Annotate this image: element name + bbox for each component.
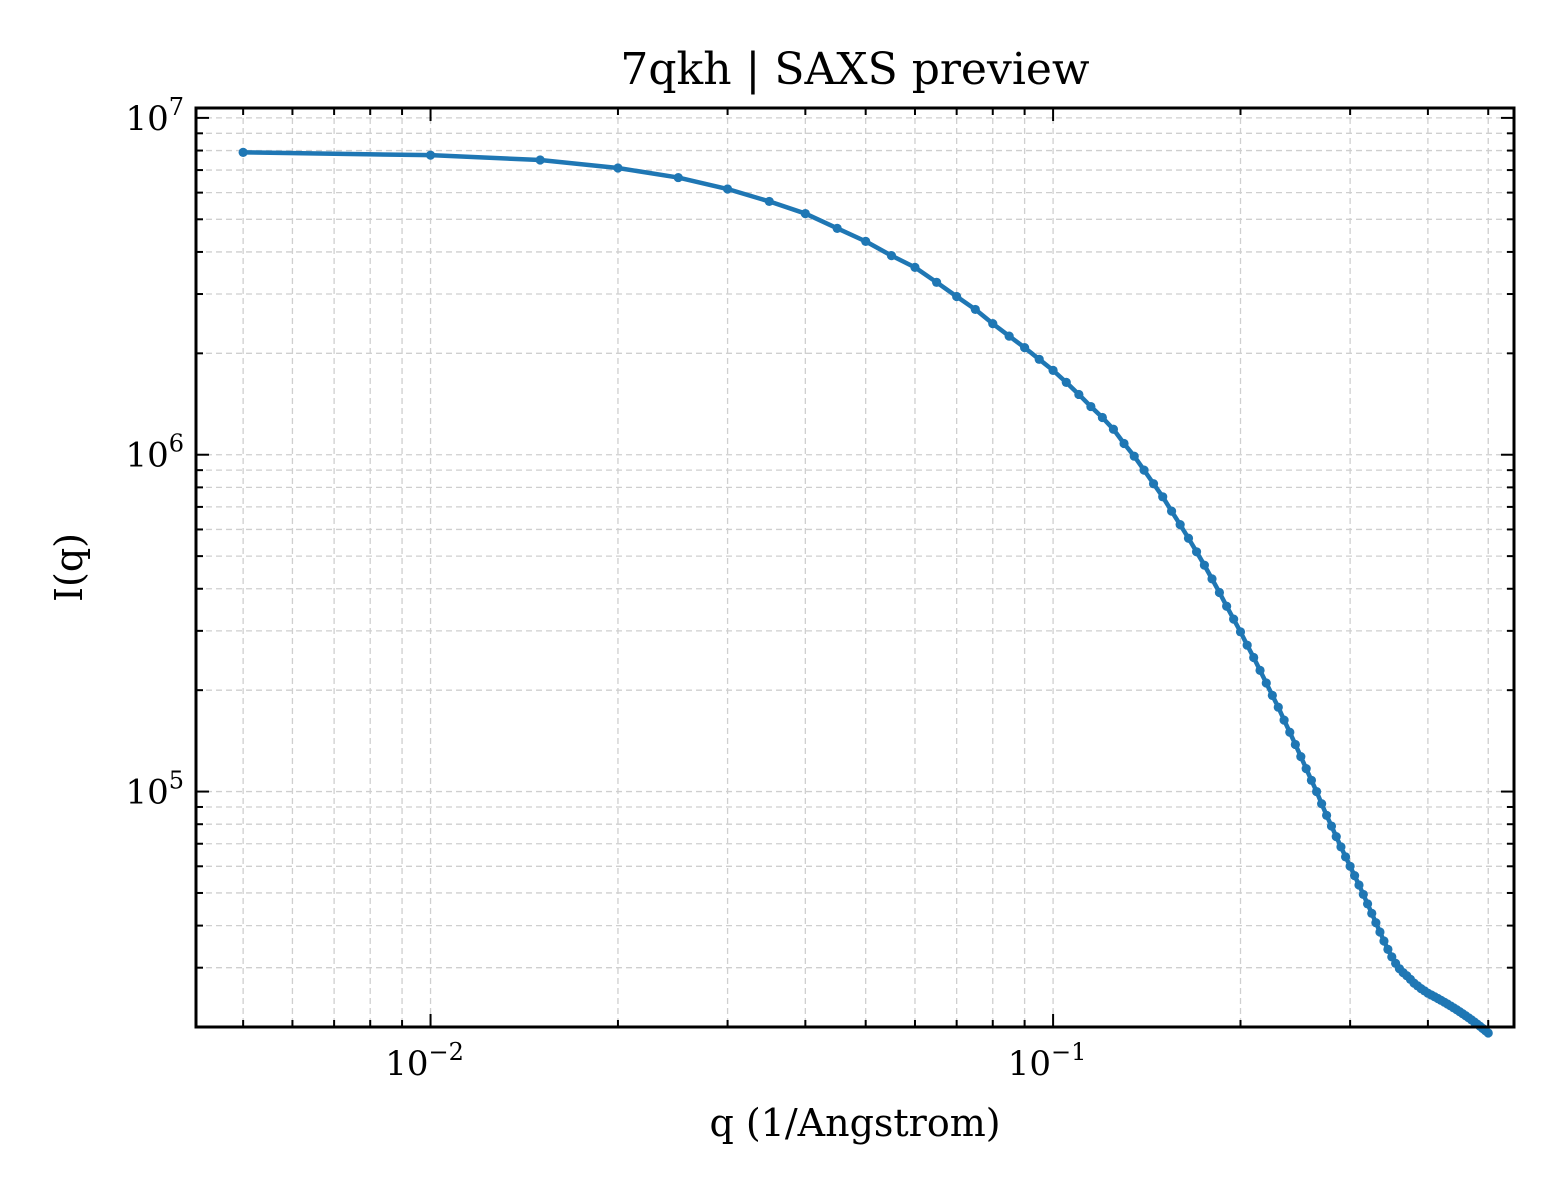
data-point: [1119, 438, 1129, 449]
data-point: [1371, 918, 1381, 928]
data-point: [1222, 601, 1232, 611]
data-point: [1175, 520, 1185, 530]
data-point: [800, 208, 810, 219]
data-point: [861, 236, 871, 246]
x-axis-label: q (1/Angstrom): [709, 1101, 1000, 1145]
data-point: [1379, 936, 1389, 946]
data-point: [1296, 752, 1306, 762]
data-point: [1345, 861, 1355, 871]
data-point: [1306, 775, 1317, 785]
data-point: [425, 150, 436, 160]
y-tick-label-base: 10: [125, 436, 168, 476]
data-point: [1358, 889, 1368, 900]
data-point: [1261, 678, 1271, 688]
data-point: [1354, 880, 1364, 890]
data-point: [1322, 810, 1332, 820]
y-tick-label-exponent: 6: [169, 430, 184, 458]
data-point: [1004, 331, 1014, 341]
data-point: [970, 304, 980, 315]
data-point: [1483, 1028, 1493, 1038]
data-point: [1340, 852, 1351, 862]
data-point: [1242, 640, 1252, 650]
data-point: [1207, 574, 1217, 584]
data-point: [1191, 547, 1202, 557]
y-tick-label-exponent: 7: [169, 93, 184, 121]
data-point: [238, 147, 248, 157]
x-tick-label-exponent: −2: [428, 1038, 463, 1066]
data-point: [1367, 908, 1377, 918]
data-point: [1166, 506, 1177, 516]
data-point: [1229, 614, 1239, 624]
data-point: [764, 196, 774, 207]
plot-frame: [194, 106, 1516, 1029]
data-point: [1074, 389, 1084, 400]
y-tick-label: 107: [125, 93, 184, 139]
data-point: [952, 291, 962, 302]
y-tick-label: 106: [125, 430, 184, 476]
data-point: [1267, 690, 1277, 700]
y-axis-label: I(q): [47, 533, 91, 602]
data-point: [1290, 739, 1300, 750]
y-tick-label: 105: [125, 767, 184, 813]
data-point: [1199, 560, 1209, 570]
x-tick-label: 10−1: [1008, 1038, 1087, 1084]
data-point: [1331, 832, 1341, 842]
data-point: [1273, 702, 1283, 712]
data-point: [1214, 587, 1225, 598]
data-point: [1048, 365, 1058, 375]
data-point: [1086, 401, 1096, 412]
data-point: [910, 262, 920, 272]
data-point: [1148, 479, 1159, 489]
data-point: [1139, 465, 1149, 475]
data-point: [1255, 665, 1265, 675]
data-point: [535, 155, 545, 165]
data-point: [722, 184, 733, 194]
data-point: [1034, 354, 1044, 364]
data-point: [1301, 764, 1311, 774]
data-point: [1108, 424, 1119, 434]
data-point: [1285, 727, 1295, 737]
y-tick-label-exponent: 5: [169, 767, 184, 795]
data-point: [613, 163, 623, 173]
data-point: [988, 319, 998, 329]
data-point: [1362, 899, 1373, 909]
data-point: [1375, 927, 1385, 937]
data-point: [1061, 377, 1071, 387]
data-point: [1235, 627, 1246, 637]
chart-title: 7qkh | SAXS preview: [620, 44, 1090, 95]
data-point: [1317, 799, 1327, 809]
x-tick-label-base: 10: [1008, 1044, 1051, 1084]
data-point: [886, 251, 897, 261]
data-point: [932, 277, 942, 287]
x-tick-label-base: 10: [385, 1044, 428, 1084]
data-point: [1326, 821, 1337, 831]
data-point: [832, 223, 842, 233]
data-point: [1279, 715, 1289, 725]
data-point: [1097, 412, 1107, 423]
data-point: [1349, 871, 1360, 881]
data-point: [1249, 652, 1259, 663]
data-point: [1311, 786, 1322, 797]
data-point: [1336, 842, 1346, 852]
data-point: [1129, 451, 1139, 461]
x-tick-label-exponent: −1: [1051, 1038, 1086, 1066]
data-point: [673, 172, 683, 183]
y-tick-label-base: 10: [125, 99, 168, 139]
data-point: [1158, 492, 1168, 502]
y-tick-label-base: 10: [125, 773, 168, 813]
x-tick-label: 10−2: [385, 1038, 464, 1084]
data-point: [1183, 533, 1194, 543]
data-point: [1383, 944, 1393, 954]
data-point: [1020, 343, 1030, 353]
